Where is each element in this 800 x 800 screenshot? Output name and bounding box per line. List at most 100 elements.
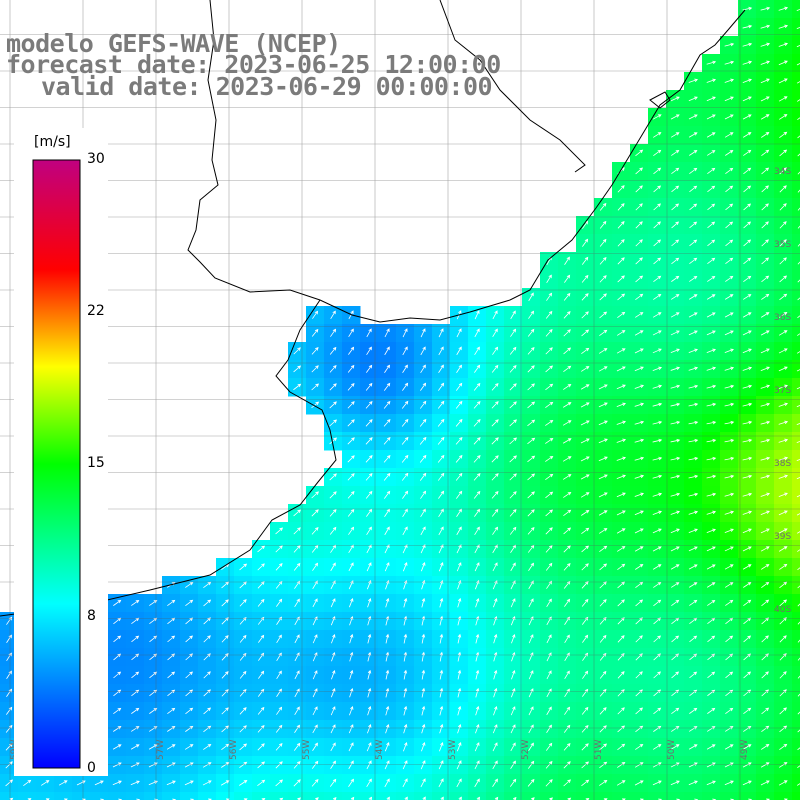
wind-arrow [599,275,607,283]
wind-arrow [778,96,788,102]
wind-arrow [779,221,787,229]
wind-arrow [563,563,571,571]
wind-arrow [456,328,462,338]
wind-arrow [564,256,570,265]
wind-arrow [491,437,499,445]
wind-arrow [475,724,480,734]
wind-arrow [367,633,372,644]
colorbar-tick-0: 0 [87,760,96,776]
wind-arrow [562,402,572,408]
wind-arrow [5,779,14,787]
wind-arrow [706,492,717,497]
wind-arrow [796,8,800,11]
wind-arrow [293,562,301,571]
wind-arrow [760,60,771,65]
wind-arrow [688,384,699,389]
wind-arrow [688,294,698,300]
field-cell [792,792,800,800]
wind-arrow [725,599,734,606]
wind-arrow [258,652,265,661]
wind-arrow [239,780,248,786]
wind-arrow [598,384,608,390]
wind-arrow [724,564,734,570]
wind-arrow [456,364,462,373]
wind-arrow [724,42,735,47]
wind-arrow [616,348,626,354]
wind-arrow [796,26,800,30]
wind-arrow [492,526,499,535]
wind-arrow [652,474,663,479]
wind-arrow [455,490,463,499]
wind-arrow [94,780,104,786]
field-cell [234,792,253,800]
wind-arrow [258,670,265,679]
wind-arrow [581,761,589,769]
field-cell [792,720,800,739]
wind-arrow [131,707,140,714]
wind-arrow [706,60,717,65]
wind-arrow [330,760,336,769]
wind-arrow [420,364,426,374]
wind-arrow [760,456,771,461]
wind-arrow [563,491,572,498]
wind-arrow [580,474,590,480]
wind-arrow [652,366,663,371]
wind-arrow [779,311,788,318]
wind-arrow [582,670,589,679]
field-cell [792,270,800,289]
wind-arrow [276,598,283,607]
wind-arrow [652,420,663,425]
wind-arrow [688,114,698,120]
wind-arrow [221,671,229,679]
wind-arrow [58,780,68,786]
wind-arrow [743,149,752,156]
wind-arrow [563,311,571,319]
wind-arrow [689,707,698,714]
wind-arrow [257,598,265,607]
wind-arrow [760,492,771,497]
wind-arrow [366,328,372,338]
wind-arrow [491,473,499,481]
wind-arrow [563,365,572,373]
wind-arrow [742,744,752,750]
wind-arrow [330,724,336,734]
wind-arrow [797,765,800,768]
wind-arrow [5,761,13,769]
wind-arrow [420,562,426,572]
wind-arrow [455,472,463,481]
wind-arrow [671,582,680,588]
wind-arrow [581,598,589,607]
wind-arrow [311,383,319,391]
field-cell [792,198,800,217]
wind-arrow [706,96,716,102]
wind-arrow [131,671,140,679]
wind-arrow [599,670,607,679]
field-cell [792,396,800,415]
wind-arrow [742,510,753,515]
wind-arrow [742,528,752,534]
wind-arrow [511,633,516,644]
wind-arrow [419,454,427,463]
wind-arrow [581,311,589,319]
wind-arrow [599,528,608,534]
field-cell [792,162,800,181]
wind-arrow [778,474,789,479]
wind-arrow [670,348,680,354]
wind-arrow [742,366,753,371]
colorbar-tick-22: 22 [87,303,105,319]
wind-arrow [294,634,300,644]
wind-arrow [545,347,553,355]
field-cell [792,738,800,757]
wind-arrow [634,348,644,354]
wind-arrow [796,422,800,425]
wind-arrow [402,382,409,391]
wind-arrow [796,513,800,516]
wind-arrow [616,330,626,336]
wind-arrow [707,221,716,229]
longitude-label: 54W [375,740,385,760]
field-cell [432,792,451,800]
wind-arrow [617,257,625,265]
wind-arrow [473,382,481,391]
wind-arrow [131,689,140,697]
wind-arrow [384,526,390,536]
